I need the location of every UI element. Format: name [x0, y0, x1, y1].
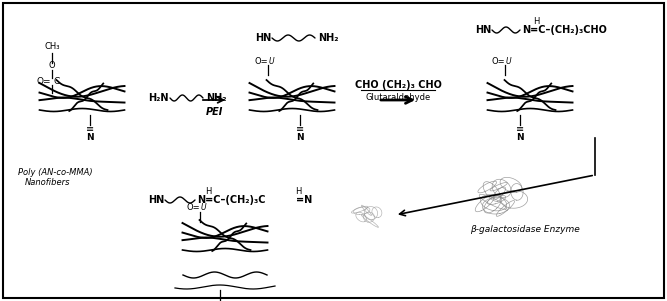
Text: N: N: [516, 132, 524, 141]
Text: ≡: ≡: [516, 124, 524, 134]
Text: Nanofibers: Nanofibers: [25, 178, 71, 187]
Text: ≡: ≡: [296, 124, 304, 134]
Text: =N: =N: [296, 195, 312, 205]
Text: O=: O=: [186, 203, 200, 213]
Text: C: C: [53, 76, 59, 85]
Text: U: U: [269, 57, 275, 66]
Text: NH₂: NH₂: [318, 33, 338, 43]
Text: O=: O=: [254, 57, 268, 66]
Text: N=C–(CH₂)₃CHO: N=C–(CH₂)₃CHO: [522, 25, 607, 35]
Text: U: U: [201, 203, 207, 213]
Text: H: H: [533, 17, 539, 26]
Text: N: N: [296, 132, 303, 141]
Text: ≡: ≡: [216, 299, 224, 301]
Text: N: N: [86, 132, 94, 141]
Text: U: U: [506, 57, 512, 66]
Text: ≡: ≡: [86, 124, 94, 134]
Text: Glutaraldehyde: Glutaraldehyde: [366, 92, 431, 101]
Text: β-galactosidase Enzyme: β-galactosidase Enzyme: [470, 225, 580, 234]
Text: O=: O=: [492, 57, 505, 66]
Text: O: O: [49, 61, 55, 70]
Text: CH₃: CH₃: [44, 42, 60, 51]
Text: PEI: PEI: [205, 107, 223, 117]
Text: HN: HN: [148, 195, 164, 205]
Text: H: H: [295, 187, 301, 196]
Text: H: H: [205, 187, 211, 196]
Text: CHO (CH₂)₃ CHO: CHO (CH₂)₃ CHO: [355, 80, 442, 90]
Text: NH₂: NH₂: [206, 93, 227, 103]
Text: N=C–(CH₂)₃C: N=C–(CH₂)₃C: [197, 195, 265, 205]
Text: Poly (AN-co-MMA): Poly (AN-co-MMA): [18, 168, 93, 177]
Text: HN: HN: [255, 33, 271, 43]
Text: H₂N: H₂N: [148, 93, 169, 103]
Text: HN: HN: [475, 25, 492, 35]
Text: O=: O=: [37, 76, 51, 85]
